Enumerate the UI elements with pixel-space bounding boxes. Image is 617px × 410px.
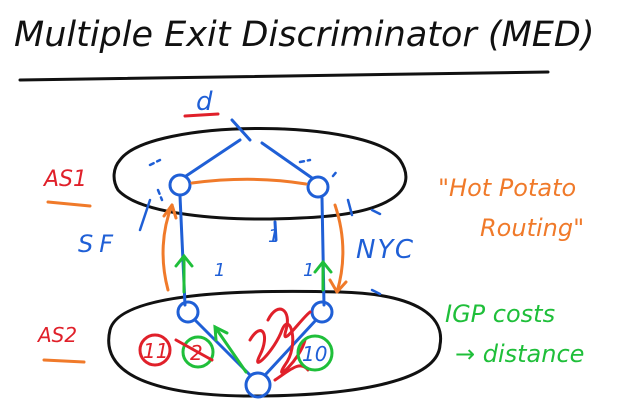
cost-10-label: 10 (302, 342, 327, 366)
link-cost-left: 1 (214, 260, 225, 281)
as2-ellipse (107, 289, 443, 398)
as1-nyc-router (306, 175, 330, 199)
as2-label-underline (42, 358, 86, 364)
nyc-label: NYC (356, 235, 415, 265)
sf-green-arrow (174, 253, 194, 294)
edge-dashes (370, 208, 382, 296)
nyc-orange-arrow (333, 203, 345, 294)
as1-ellipse (112, 127, 408, 221)
red-scribble-2 (266, 307, 312, 339)
as1-link-left (184, 138, 242, 178)
title-underline (18, 70, 550, 82)
cost-10-circle (296, 334, 334, 372)
sf-label: SF (78, 230, 119, 258)
hot-potato-line2: Routing" (480, 214, 584, 242)
as2-label: AS2 (36, 323, 77, 347)
nyc-side-tick (346, 198, 354, 217)
destination-underline (183, 112, 220, 118)
as2-nyc-router (310, 300, 334, 324)
red-scribble-3 (273, 364, 310, 382)
cost-11-label: 11 (143, 339, 168, 363)
as2-green-arrow (213, 324, 248, 374)
sf-orange-arrowhead (162, 203, 178, 220)
as1-hot-potato-link (190, 177, 308, 186)
as2-sf-router (176, 300, 200, 324)
title-text: Multiple Exit Discriminator (MED) (14, 15, 595, 55)
as1-link-right (260, 141, 314, 180)
cost-2-strike (174, 338, 214, 362)
link-cost-mid: 1 (268, 226, 279, 247)
igp-line1: IGP costs (445, 300, 555, 328)
d-uplink (230, 118, 252, 142)
link-cost-right: 1 (303, 260, 314, 281)
sf-side-tick (138, 198, 152, 232)
nyc-green-arrow (313, 259, 333, 292)
as2-source-router (244, 371, 272, 399)
hot-potato-line1: "Hot Potato (438, 174, 576, 202)
cost-11-circle (138, 333, 172, 367)
as1-sf-router (168, 173, 192, 197)
as1-label: AS1 (42, 167, 87, 192)
as1-mid-tick (273, 220, 278, 242)
cost-2-circle (181, 335, 215, 369)
nyc-orange-arrowhead (328, 278, 348, 294)
sf-orange-arrow (161, 203, 174, 292)
igp-line2: → distance (455, 340, 584, 368)
destination-label: d (196, 87, 213, 117)
as1-label-underline (46, 200, 92, 208)
red-scribble-1 (248, 322, 307, 374)
